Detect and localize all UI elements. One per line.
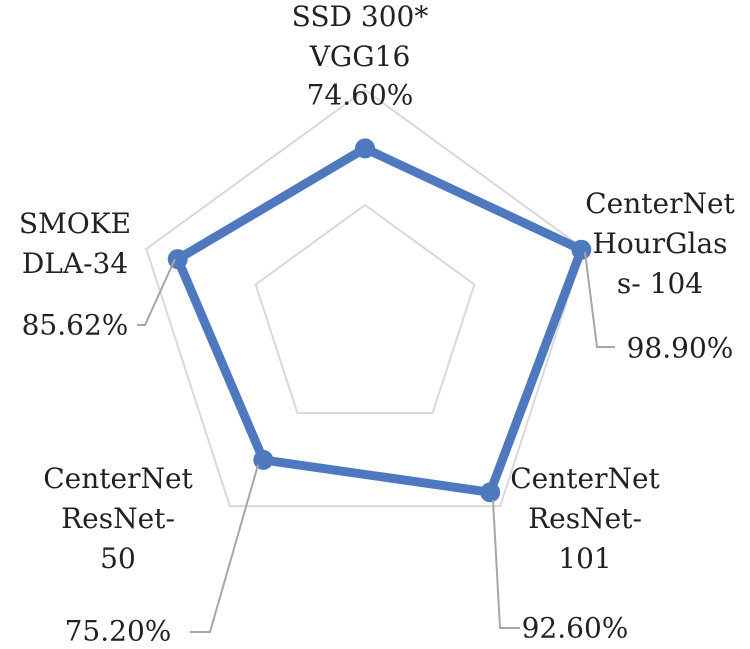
category-label-line: s- 104 xyxy=(617,267,703,300)
value-label: 98.90% xyxy=(627,332,734,365)
category-label-line: HourGlas xyxy=(592,227,727,260)
series-line xyxy=(173,143,586,497)
leader-line xyxy=(190,464,259,633)
value-label: 92.60% xyxy=(522,612,629,645)
marker xyxy=(571,239,592,260)
category-label: SSD 300* VGG16 xyxy=(292,0,429,73)
grid-ring xyxy=(145,88,585,508)
marker xyxy=(253,449,274,470)
category-label: CenterNet ResNet- 50 xyxy=(43,462,193,575)
category-label-line: SMOKE xyxy=(19,207,131,240)
grid-ring xyxy=(254,203,476,415)
value-label: 74.60% xyxy=(307,79,414,112)
category-label-line: VGG16 xyxy=(309,40,411,73)
leader-line xyxy=(492,499,520,629)
category-label: SMOKE DLA-34 xyxy=(19,207,131,280)
value-label: 85.62% xyxy=(22,309,129,342)
category-label-line: CenterNet xyxy=(510,462,660,495)
category-label: CenterNet HourGlas s- 104 xyxy=(585,187,735,300)
value-label: 75.20% xyxy=(65,615,172,648)
marker xyxy=(355,138,375,159)
leader-line xyxy=(584,251,615,348)
leader-line xyxy=(137,258,176,326)
category-label: CenterNet ResNet- 101 xyxy=(510,462,660,575)
category-label-line: SSD 300* xyxy=(292,0,429,33)
category-label-line: 50 xyxy=(100,542,136,575)
category-label-line: DLA-34 xyxy=(22,247,128,280)
category-label-line: ResNet- xyxy=(528,502,642,535)
category-label-line: CenterNet xyxy=(585,187,735,220)
category-label-line: ResNet- xyxy=(61,502,175,535)
marker xyxy=(480,482,501,503)
category-label-line: CenterNet xyxy=(43,462,193,495)
category-label-line: 101 xyxy=(558,542,611,575)
